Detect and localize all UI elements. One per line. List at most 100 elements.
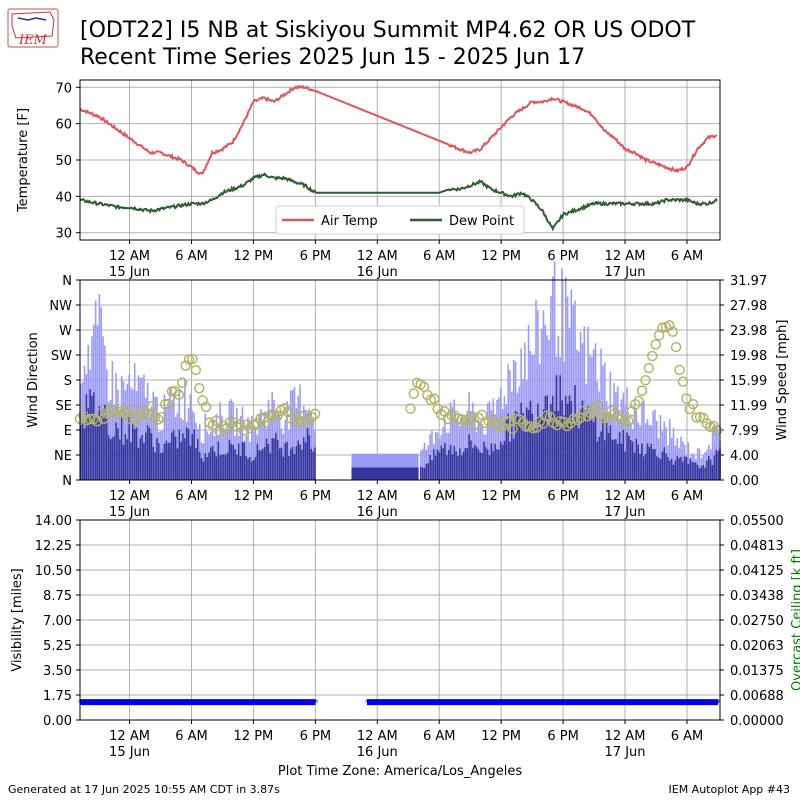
wind-gust-bar [516, 412, 519, 480]
wind-gust-bar [587, 406, 589, 480]
wind-speed-bar [184, 380, 186, 480]
iem-logo: IEM [7, 8, 59, 48]
y-tick-label: SE [56, 399, 72, 414]
visibility-end-marker: * [716, 698, 721, 709]
wind-gust-bar [639, 453, 641, 480]
wind-speed-bar [533, 354, 535, 480]
wind-speed-bar [561, 268, 563, 480]
x-tick-sublabel: 16 Jun [357, 265, 398, 280]
wind-gust-bar [102, 409, 104, 480]
wind-gust-bar [669, 460, 671, 480]
wind-speed-bar [570, 289, 573, 480]
x-tick-label: 12 AM [109, 249, 150, 264]
wind-gust-bar [657, 457, 660, 480]
wind-direction-point [136, 405, 147, 416]
x-tick-label: 12 AM [605, 249, 646, 264]
wind-speed-bar [492, 398, 495, 480]
x-tick-sublabel: 17 Jun [605, 745, 646, 760]
wind-gust-bar [479, 452, 482, 480]
wind-gust-bar [113, 435, 116, 480]
wind-speed-bar [656, 420, 658, 480]
x-tick-label: 6 AM [175, 249, 208, 264]
wind-gust-bar [602, 419, 604, 480]
wind-gust-bar [156, 438, 158, 480]
wind-speed-bar [616, 386, 619, 480]
wind-gust-bar [553, 411, 556, 480]
wind-gust-bar [271, 438, 273, 480]
plot-frame [79, 79, 721, 241]
wind-speed-bar [503, 396, 506, 480]
wind-direction-point [176, 377, 188, 388]
chart-title: [ODT22] I5 NB at Siskiyou Summit MP4.62 … [80, 18, 696, 43]
wind-gust-bar [295, 446, 298, 480]
wind-speed-bar [98, 294, 101, 480]
wind-gust-bar [139, 438, 142, 480]
wind-direction-point [429, 393, 440, 405]
legend-label: Air Temp [321, 214, 378, 229]
wind-speed-bar [613, 383, 615, 480]
wind-direction-point [221, 423, 232, 434]
wind-gust-bar [659, 459, 662, 480]
x-tick-label: 6 PM [547, 729, 578, 744]
wind-gust-bar [512, 438, 515, 480]
wind-speed-bar [672, 427, 675, 480]
wind-speed-bar [451, 406, 454, 480]
wind-direction-point [561, 420, 573, 432]
wind-speed-bar [641, 401, 643, 480]
wind-gust-bar [429, 455, 431, 480]
wind-direction-point [98, 413, 110, 425]
wind-gust-bar [717, 451, 719, 480]
wind-direction-point [677, 376, 689, 387]
wind-direction-point [156, 411, 168, 423]
timezone-label: Plot Time Zone: America/Los_Angeles [277, 764, 523, 779]
wind-gust-bar [615, 439, 617, 480]
wind-gust-bar [459, 448, 461, 480]
wind-gust-bar [174, 436, 177, 480]
wind-gust-bar [576, 421, 578, 480]
wind-gust-bar [249, 456, 251, 480]
wind-speed-bar [550, 296, 552, 480]
wind-speed-bar [154, 396, 156, 480]
wind-gust-bar [680, 456, 682, 480]
wind-gust-bar [695, 462, 697, 480]
y2-tick-label: 0.02063 [730, 639, 784, 654]
y-tick-label: 70 [55, 81, 72, 96]
wind-gust-bar [239, 456, 242, 480]
wind-speed-bar [540, 328, 543, 480]
wind-speed-bar [615, 392, 617, 480]
wind-speed-bar [252, 427, 255, 480]
wind-gust-bar [200, 458, 203, 480]
wind-gust-bar [622, 429, 625, 480]
wind-gust-bar [306, 428, 309, 480]
wind-speed-bar [269, 418, 272, 480]
wind-gust-bar [698, 468, 701, 480]
wind-gust-bar [107, 435, 110, 480]
wind-speed-bar [221, 415, 223, 480]
series-line-dew-point [79, 172, 718, 232]
wind-gust-bar [104, 404, 106, 480]
y-tick-label: 1.75 [43, 689, 72, 704]
y-tick-label: 60 [55, 118, 72, 133]
wind-direction-point [241, 419, 253, 430]
wind-gust-bar [520, 402, 522, 480]
wind-gust-bar [449, 444, 452, 480]
wind-speed-bar [579, 331, 582, 480]
y2-tick-label: 11.99 [730, 399, 767, 414]
wind-gust-bar [421, 467, 424, 480]
wind-speed-bar [295, 408, 298, 480]
wind-speed-bar [687, 442, 690, 480]
wind-speed-bar [553, 261, 556, 480]
wind-gust-bar [213, 451, 216, 480]
wind-speed-bar [239, 415, 242, 480]
wind-gust-bar [605, 422, 608, 480]
y2-tick-label: 23.98 [730, 324, 767, 339]
wind-gust-bar [269, 453, 272, 480]
wind-gust-bar [302, 437, 305, 480]
wind-gust-bar [483, 441, 485, 480]
wind-speed-bar [596, 381, 599, 480]
wind-gust-bar [460, 455, 463, 480]
wind-gust-bar [159, 453, 162, 480]
wind-gust-bar [603, 440, 606, 480]
wind-gust-bar [191, 434, 194, 480]
